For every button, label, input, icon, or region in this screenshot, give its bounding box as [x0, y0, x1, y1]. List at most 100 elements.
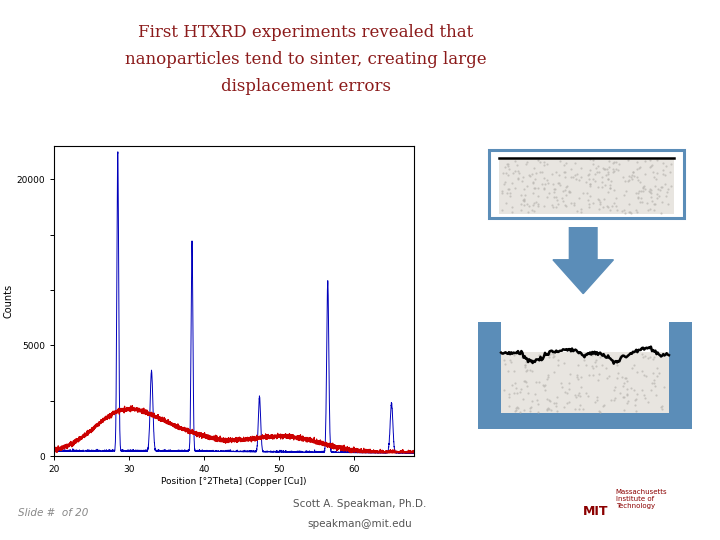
Point [631, 158, 643, 166]
Point [564, 188, 575, 197]
Point [608, 386, 620, 395]
Point [577, 356, 589, 364]
Point [623, 397, 634, 406]
Point [648, 199, 660, 208]
Point [559, 168, 571, 177]
Point [637, 353, 649, 362]
Point [528, 184, 540, 192]
Point [582, 188, 593, 197]
Point [515, 384, 526, 393]
Point [652, 156, 663, 164]
Point [594, 353, 606, 361]
Point [549, 367, 560, 376]
Point [549, 399, 560, 408]
Point [529, 184, 541, 192]
Point [517, 172, 528, 181]
Point [515, 199, 526, 208]
Point [539, 184, 550, 193]
Point [620, 186, 631, 195]
Point [526, 170, 538, 179]
Point [599, 181, 611, 190]
Point [510, 404, 521, 413]
Point [629, 396, 641, 404]
Point [617, 393, 629, 402]
Point [511, 403, 523, 411]
Point [585, 181, 596, 190]
Point [504, 188, 516, 197]
Point [499, 178, 510, 186]
Point [657, 170, 668, 178]
Point [552, 361, 564, 369]
Point [577, 188, 589, 197]
Point [608, 396, 620, 404]
Point [574, 404, 585, 413]
Point [515, 206, 526, 215]
Point [530, 377, 541, 386]
Point [618, 379, 629, 388]
Point [650, 174, 662, 183]
Point [531, 396, 543, 404]
Point [593, 205, 605, 213]
Point [572, 390, 583, 399]
Point [596, 361, 608, 370]
Point [644, 185, 656, 194]
Point [541, 406, 553, 414]
Point [592, 195, 603, 204]
Point [519, 191, 531, 200]
Point [610, 394, 621, 402]
Point [515, 191, 526, 200]
Point [652, 185, 664, 193]
Point [616, 207, 628, 215]
Point [572, 170, 583, 179]
Point [549, 352, 560, 361]
Point [529, 389, 541, 398]
Point [621, 390, 632, 399]
Point [556, 194, 567, 202]
Point [559, 358, 570, 367]
Point [585, 155, 596, 164]
Point [644, 163, 656, 172]
Point [639, 352, 651, 361]
Point [634, 164, 645, 173]
Point [547, 180, 559, 188]
Point [559, 167, 570, 176]
Point [653, 192, 665, 201]
Point [528, 356, 539, 364]
Point [539, 386, 551, 394]
Point [559, 161, 570, 170]
Point [634, 178, 646, 186]
Point [595, 197, 606, 206]
Point [563, 188, 575, 197]
Point [622, 155, 634, 164]
Point [564, 397, 575, 406]
Point [518, 184, 529, 193]
Point [541, 375, 553, 383]
Point [547, 350, 559, 359]
Point [624, 200, 635, 209]
Point [573, 194, 585, 202]
Point [507, 203, 518, 212]
Point [529, 174, 541, 183]
Point [514, 407, 526, 416]
Point [503, 390, 515, 399]
Point [639, 185, 651, 193]
Point [566, 173, 577, 182]
Point [518, 200, 530, 209]
Point [602, 170, 613, 178]
Point [629, 401, 641, 409]
Point [550, 402, 562, 410]
Point [538, 202, 549, 211]
Point [534, 157, 546, 166]
Point [665, 181, 677, 190]
Point [501, 189, 513, 198]
Point [569, 171, 580, 179]
Point [648, 205, 660, 214]
Point [641, 198, 652, 207]
Point [503, 393, 515, 402]
Point [591, 393, 603, 401]
Point [655, 183, 667, 191]
Point [645, 186, 657, 194]
Point [593, 161, 604, 170]
FancyBboxPatch shape [501, 352, 669, 413]
Point [601, 202, 613, 211]
